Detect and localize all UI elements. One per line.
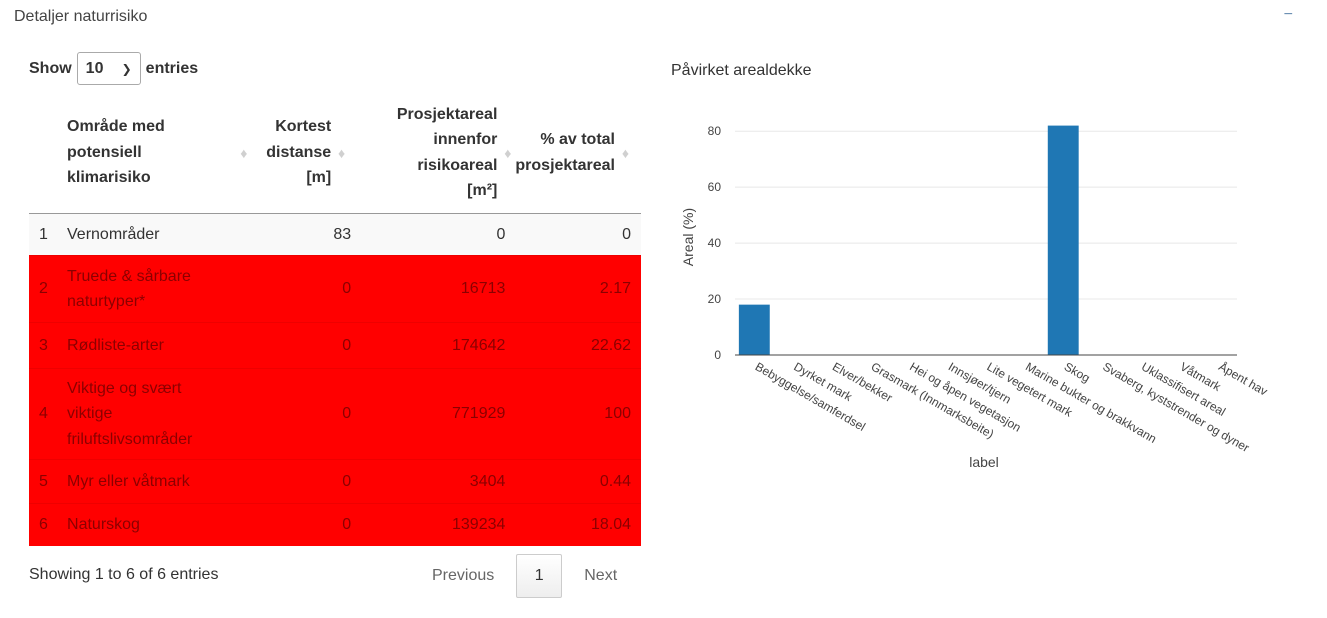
percent-cell: 22.62	[515, 322, 641, 369]
column-header-percent[interactable]: % av total prosjektareal ♦	[515, 92, 641, 214]
previous-button[interactable]: Previous	[432, 566, 495, 584]
sort-icon: ♦	[504, 144, 512, 161]
area-name: Rødliste-arter	[67, 322, 245, 369]
distance-cell: 0	[244, 368, 362, 460]
header-line: risikoareal	[417, 156, 498, 174]
show-label: Show	[29, 59, 72, 77]
y-tick-label: 40	[708, 236, 722, 250]
column-header-distance[interactable]: Kortest distanse [m] ♦	[244, 92, 362, 214]
header-line: Prosjektareal	[396, 105, 498, 123]
area-cell: 0	[361, 213, 516, 256]
chevron-down-icon: ❯	[121, 61, 132, 76]
sort-icon: ♦	[621, 144, 629, 161]
row-index: 4	[29, 368, 68, 460]
entries-select-value: 10	[85, 59, 104, 77]
name-line: Vernområder	[67, 225, 160, 243]
name-line: Naturskog	[67, 516, 140, 533]
row-index: 1	[29, 213, 68, 256]
risk-table: Område med potensiell klimarisiko ♦ Kort…	[29, 92, 641, 546]
name-line: viktige	[67, 405, 113, 423]
area-name: Viktige og svært viktige friluftslivsomr…	[67, 368, 245, 460]
x-tick-label: Åpent hav	[1216, 359, 1270, 399]
area-cell: 16713	[361, 255, 516, 323]
header-line: [m²]	[467, 182, 498, 199]
header-line: Kortest	[275, 118, 332, 136]
distance-cell: 0	[244, 503, 362, 546]
area-name: Truede & sårbare naturtyper*	[67, 255, 245, 323]
percent-cell: 0.44	[515, 459, 641, 504]
sort-icon: ♦	[338, 144, 346, 161]
distance-cell: 0	[244, 459, 362, 504]
column-header-area[interactable]: Prosjektareal innenfor risikoareal [m²] …	[361, 92, 516, 214]
entries-length-control: Show 10 ❯ entries	[29, 52, 198, 85]
row-index: 5	[29, 459, 68, 504]
collapse-icon[interactable]: −	[1283, 6, 1293, 23]
name-line: Viktige og svært	[67, 379, 182, 397]
column-header-name[interactable]: Område med potensiell klimarisiko ♦	[67, 92, 248, 214]
panel-title: Detaljer naturrisiko	[14, 8, 148, 25]
area-cell: 139234	[361, 503, 516, 546]
table-info: Showing 1 to 6 of 6 entries	[29, 566, 219, 583]
name-line: Myr eller våtmark	[67, 472, 190, 490]
percent-cell: 100	[515, 368, 641, 460]
distance-cell: 0	[244, 322, 362, 369]
entries-label: entries	[145, 59, 199, 77]
y-tick-label: 60	[708, 180, 722, 194]
table-row[interactable]: 5 Myr eller våtmark 0 3404 0.44	[29, 459, 641, 504]
header-line: % av total	[540, 131, 615, 148]
chart-title: Påvirket arealdekke	[671, 62, 812, 79]
area-name: Vernområder	[67, 213, 245, 256]
percent-cell: 18.04	[515, 503, 641, 546]
y-tick-label: 80	[708, 124, 722, 138]
header-line: potensiell	[67, 143, 142, 161]
table-row[interactable]: 6 Naturskog 0 139234 18.04	[29, 503, 641, 546]
column-header-index	[29, 92, 68, 214]
table-row[interactable]: 4 Viktige og svært viktige friluftslivso…	[29, 368, 641, 460]
y-axis-title: Areal (%)	[680, 208, 696, 266]
distance-cell: 83	[244, 213, 362, 256]
table-header-row: Område med potensiell klimarisiko ♦ Kort…	[29, 92, 641, 214]
header-line: prosjektareal	[515, 156, 615, 174]
page-button-1[interactable]: 1	[516, 553, 563, 598]
area-cell: 174642	[361, 322, 516, 369]
header-line: klimarisiko	[67, 169, 151, 187]
row-index: 3	[29, 322, 68, 369]
header-line: Område med	[67, 118, 165, 136]
table-row[interactable]: 1 Vernområder 83 0 0	[29, 213, 641, 256]
header-line: [m]	[306, 169, 332, 187]
table-row[interactable]: 2 Truede & sårbare naturtyper* 0 16713 2…	[29, 255, 641, 323]
header-line: innenfor	[433, 131, 498, 148]
sort-icon: ♦	[240, 144, 248, 161]
area-name: Myr eller våtmark	[67, 459, 245, 504]
next-button[interactable]: Next	[584, 566, 618, 584]
bar	[738, 304, 770, 355]
percent-cell: 0	[515, 213, 641, 256]
area-name: Naturskog	[67, 503, 245, 546]
name-line: naturtyper*	[67, 293, 146, 310]
bar	[1047, 125, 1079, 355]
header-line: distanse	[266, 143, 332, 161]
area-cell: 3404	[361, 459, 516, 504]
percent-cell: 2.17	[515, 255, 641, 323]
row-index: 6	[29, 503, 68, 546]
entries-select[interactable]: 10 ❯	[76, 52, 141, 85]
name-line: Rødliste-arter	[67, 336, 164, 354]
area-cell: 771929	[361, 368, 516, 460]
name-line: Truede & sårbare	[67, 267, 191, 285]
y-tick-label: 20	[708, 292, 722, 306]
pagination: Previous 1 Next	[420, 553, 629, 598]
y-tick-label: 0	[714, 348, 721, 362]
table-row[interactable]: 3 Rødliste-arter 0 174642 22.62	[29, 322, 641, 369]
distance-cell: 0	[244, 255, 362, 323]
name-line: friluftslivsområder	[67, 430, 193, 448]
x-axis-title: label	[969, 454, 999, 470]
row-index: 2	[29, 255, 68, 323]
